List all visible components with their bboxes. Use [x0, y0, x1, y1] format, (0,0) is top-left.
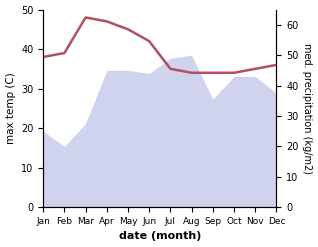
Y-axis label: med. precipitation (kg/m2): med. precipitation (kg/m2) — [302, 43, 313, 174]
Y-axis label: max temp (C): max temp (C) — [5, 72, 16, 144]
X-axis label: date (month): date (month) — [119, 231, 201, 242]
